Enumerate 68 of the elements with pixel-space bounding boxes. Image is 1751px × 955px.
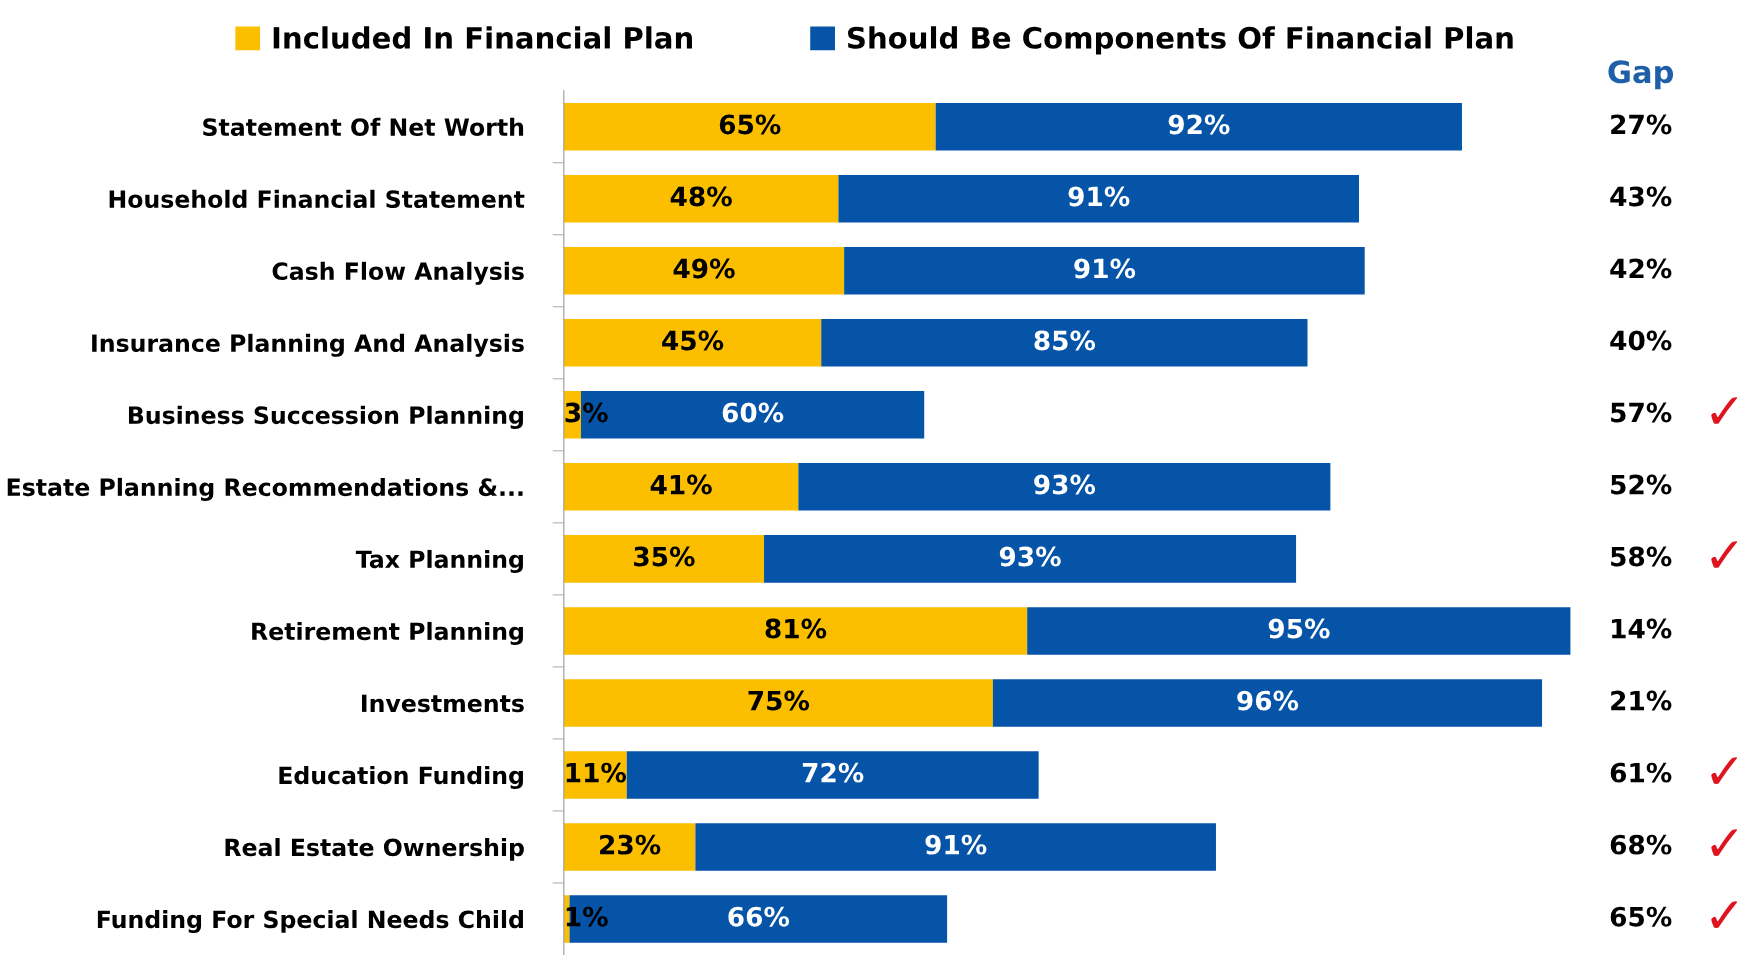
- text: 14%: [1612, 618, 1672, 639]
- data-label: 11%: [566, 762, 627, 783]
- data-label: 48%: [670, 186, 732, 207]
- y-tick-label: Retirement Planning: [252, 621, 523, 645]
- bar: [563, 319, 822, 367]
- data-label: 95%: [1268, 618, 1330, 639]
- bar: [563, 174, 839, 223]
- legend-label: Should Be Components Of Financial Plan: [848, 26, 1513, 55]
- bar: [563, 247, 845, 295]
- data-label: 93%: [1034, 474, 1096, 495]
- bar: [838, 174, 1359, 223]
- y-tick-label: Business Succession Planning: [128, 405, 523, 429]
- data-label: 81%: [765, 618, 827, 639]
- text: 61% ✓: [1610, 757, 1738, 784]
- bar: [764, 535, 1297, 583]
- y-tick-label: Real Estate Ownership: [225, 838, 524, 861]
- y-tick-label: Investments: [362, 694, 524, 713]
- text: 43%: [1610, 186, 1672, 207]
- y-tick-label: Funding For Special Needs Child: [97, 910, 523, 934]
- data-label: 91%: [1068, 186, 1130, 207]
- data-label: 92%: [1168, 114, 1230, 135]
- text: 65% ✓: [1610, 901, 1738, 928]
- bar: [695, 823, 1216, 871]
- y-tick-label: Estate Planning Recommendations &...: [7, 477, 523, 501]
- bar: [626, 751, 1039, 799]
- bar: [821, 319, 1308, 367]
- text: 27%: [1611, 114, 1672, 135]
- data-label: 49%: [673, 258, 735, 279]
- data-label: 91%: [925, 834, 987, 855]
- y-tick-label: Tax Planning: [355, 549, 523, 573]
- y-tick-label: Cash Flow Analysis: [272, 261, 524, 285]
- bar: [935, 102, 1462, 151]
- text: Gap: [1608, 60, 1674, 90]
- data-label: 41%: [650, 474, 712, 495]
- y-tick-label: Household Financial Statement: [109, 189, 525, 209]
- data-label: 96%: [1237, 690, 1299, 711]
- data-label: 66%: [728, 906, 790, 927]
- legend-label: Included In Financial Plan: [273, 26, 692, 49]
- data-label: 85%: [1034, 330, 1096, 351]
- data-label: 65%: [719, 114, 781, 135]
- bar: [563, 679, 993, 727]
- bar: [844, 247, 1365, 295]
- data-label: 72%: [802, 762, 864, 783]
- text: 57% ✓: [1611, 397, 1738, 424]
- data-label: 23%: [600, 834, 661, 855]
- bar: [563, 823, 696, 871]
- text: 52%: [1611, 474, 1672, 495]
- data-label: 45%: [662, 330, 724, 351]
- data-label: 60%: [722, 402, 784, 423]
- text: 68% ✓: [1610, 829, 1738, 856]
- data-label: 93%: [999, 546, 1061, 567]
- data-label: 91%: [1074, 258, 1136, 279]
- text: 21%: [1611, 690, 1672, 711]
- data-label: 75%: [748, 690, 810, 711]
- text: 58% ✓: [1611, 541, 1738, 568]
- text: 40%: [1610, 330, 1672, 351]
- bar: [992, 679, 1543, 727]
- bar: [563, 102, 936, 151]
- bar: [563, 463, 799, 511]
- y-tick-label: Insurance Planning And Analysis: [92, 333, 524, 357]
- text: 42%: [1610, 258, 1672, 279]
- bar: [798, 463, 1331, 511]
- bar: [563, 535, 765, 583]
- data-label: 35%: [634, 546, 695, 567]
- y-tick-label: Statement Of Net Worth: [203, 117, 524, 137]
- bar: [1027, 607, 1571, 655]
- y-tick-label: Education Funding: [279, 765, 523, 790]
- bar: [563, 607, 1028, 655]
